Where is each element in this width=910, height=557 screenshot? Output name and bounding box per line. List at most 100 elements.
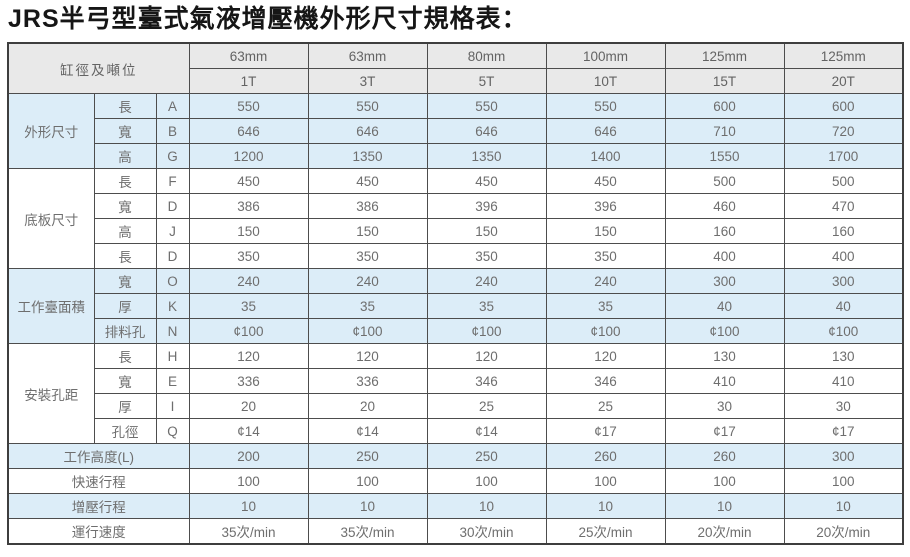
value-cell: 646 — [545, 118, 666, 144]
table-row: 孔徑 Q ¢14 ¢14 ¢14 ¢17 ¢17 ¢17 — [8, 418, 904, 444]
value-cell: 10 — [545, 493, 666, 519]
code-cell: E — [155, 368, 190, 394]
row-label-cell: 工作高度(L) — [7, 443, 190, 469]
value-cell: 20 — [307, 393, 428, 419]
value-cell: 450 — [545, 168, 666, 194]
table-row: 高 G 1200 1350 1350 1400 1550 1700 — [8, 143, 904, 169]
group-label-cell: 外形尺寸 — [7, 93, 95, 169]
value-cell: ¢14 — [426, 418, 547, 444]
dimension-label-cell: 排料孔 — [93, 318, 157, 344]
value-cell: 25次/min — [545, 518, 666, 545]
bore-header-cell: 125mm — [783, 42, 904, 69]
value-cell: 240 — [426, 268, 547, 294]
code-cell: N — [155, 318, 190, 344]
bore-header-cell: 125mm — [664, 42, 785, 69]
value-cell: 1350 — [307, 143, 428, 169]
value-cell: 130 — [783, 343, 904, 369]
dimension-label-cell: 寬 — [93, 118, 157, 144]
value-cell: ¢14 — [307, 418, 428, 444]
dimension-label-cell: 長 — [93, 243, 157, 269]
value-cell: ¢17 — [783, 418, 904, 444]
group-label-cell: 工作臺面積 — [7, 268, 95, 344]
value-cell: 35 — [545, 293, 666, 319]
value-cell: 400 — [783, 243, 904, 269]
table-row: 厚 K 35 35 35 35 40 40 — [8, 293, 904, 319]
value-cell: ¢100 — [664, 318, 785, 344]
value-cell: 10 — [307, 493, 428, 519]
value-cell: 346 — [426, 368, 547, 394]
value-cell: 100 — [664, 468, 785, 494]
table-row: 外形尺寸長 A 550 550 550 550 600 600 — [7, 93, 904, 169]
value-cell: ¢100 — [783, 318, 904, 344]
value-cell: 550 — [307, 93, 428, 119]
value-cell: 10 — [188, 493, 309, 519]
table-row: 寬 D 386 386 396 396 460 470 — [8, 193, 904, 219]
code-cell: A — [155, 93, 190, 119]
value-cell: 350 — [426, 243, 547, 269]
value-cell: 396 — [545, 193, 666, 219]
value-cell: 300 — [783, 443, 904, 469]
value-cell: 20 — [188, 393, 309, 419]
value-cell: 396 — [426, 193, 547, 219]
value-cell: 460 — [664, 193, 785, 219]
value-cell: 1350 — [426, 143, 547, 169]
tonnage-header-cell: 20T — [783, 68, 904, 94]
value-cell: 100 — [545, 468, 666, 494]
group-label-cell: 底板尺寸 — [7, 168, 95, 269]
value-cell: 100 — [307, 468, 428, 494]
value-cell: 1400 — [545, 143, 666, 169]
value-cell: 710 — [664, 118, 785, 144]
value-cell: ¢14 — [188, 418, 309, 444]
value-cell: 470 — [783, 193, 904, 219]
value-cell: 10 — [426, 493, 547, 519]
value-cell: 450 — [188, 168, 309, 194]
value-cell: ¢17 — [545, 418, 666, 444]
value-cell: 150 — [545, 218, 666, 244]
value-cell: 336 — [188, 368, 309, 394]
value-cell: ¢17 — [664, 418, 785, 444]
value-cell: 720 — [783, 118, 904, 144]
value-cell: 240 — [188, 268, 309, 294]
value-cell: 400 — [664, 243, 785, 269]
value-cell: 410 — [783, 368, 904, 394]
value-cell: 336 — [307, 368, 428, 394]
row-label-cell: 運行速度 — [7, 518, 190, 545]
code-cell: G — [155, 143, 190, 169]
value-cell: 100 — [426, 468, 547, 494]
value-cell: 600 — [664, 93, 785, 119]
value-cell: 150 — [188, 218, 309, 244]
value-cell: 35次/min — [307, 518, 428, 545]
value-cell: 40 — [664, 293, 785, 319]
value-cell: ¢100 — [307, 318, 428, 344]
value-cell: 646 — [188, 118, 309, 144]
code-cell: J — [155, 218, 190, 244]
value-cell: 550 — [188, 93, 309, 119]
value-cell: 120 — [545, 343, 666, 369]
value-cell: 25 — [426, 393, 547, 419]
code-cell: Q — [155, 418, 190, 444]
code-cell: D — [155, 193, 190, 219]
value-cell: 240 — [307, 268, 428, 294]
page-title: JRS半弓型臺式氣液增壓機外形尺寸規格表： — [8, 5, 528, 33]
code-cell: D — [155, 243, 190, 269]
value-cell: 500 — [664, 168, 785, 194]
dimension-label-cell: 長 — [93, 343, 157, 369]
table-row: 快速行程 100 100 100 100 100 100 — [7, 468, 904, 494]
dimension-label-cell: 厚 — [93, 393, 157, 419]
value-cell: 10 — [664, 493, 785, 519]
value-cell: 160 — [664, 218, 785, 244]
value-cell: 35 — [307, 293, 428, 319]
header-row-bore: 缸徑及噸位 63mm 63mm 80mm 100mm 125mm 125mm — [7, 42, 904, 94]
value-cell: ¢100 — [188, 318, 309, 344]
table-row: 底板尺寸長 F 450 450 450 450 500 500 — [7, 168, 904, 269]
value-cell: 100 — [783, 468, 904, 494]
value-cell: 10 — [783, 493, 904, 519]
table-row: 長 D 350 350 350 350 400 400 — [8, 243, 904, 269]
table-row: 高 J 150 150 150 150 160 160 — [8, 218, 904, 244]
dimension-label-cell: 寬 — [93, 268, 157, 294]
value-cell: 160 — [783, 218, 904, 244]
value-cell: 250 — [307, 443, 428, 469]
value-cell: 40 — [783, 293, 904, 319]
table-row: 寬 B 646 646 646 646 710 720 — [8, 118, 904, 144]
